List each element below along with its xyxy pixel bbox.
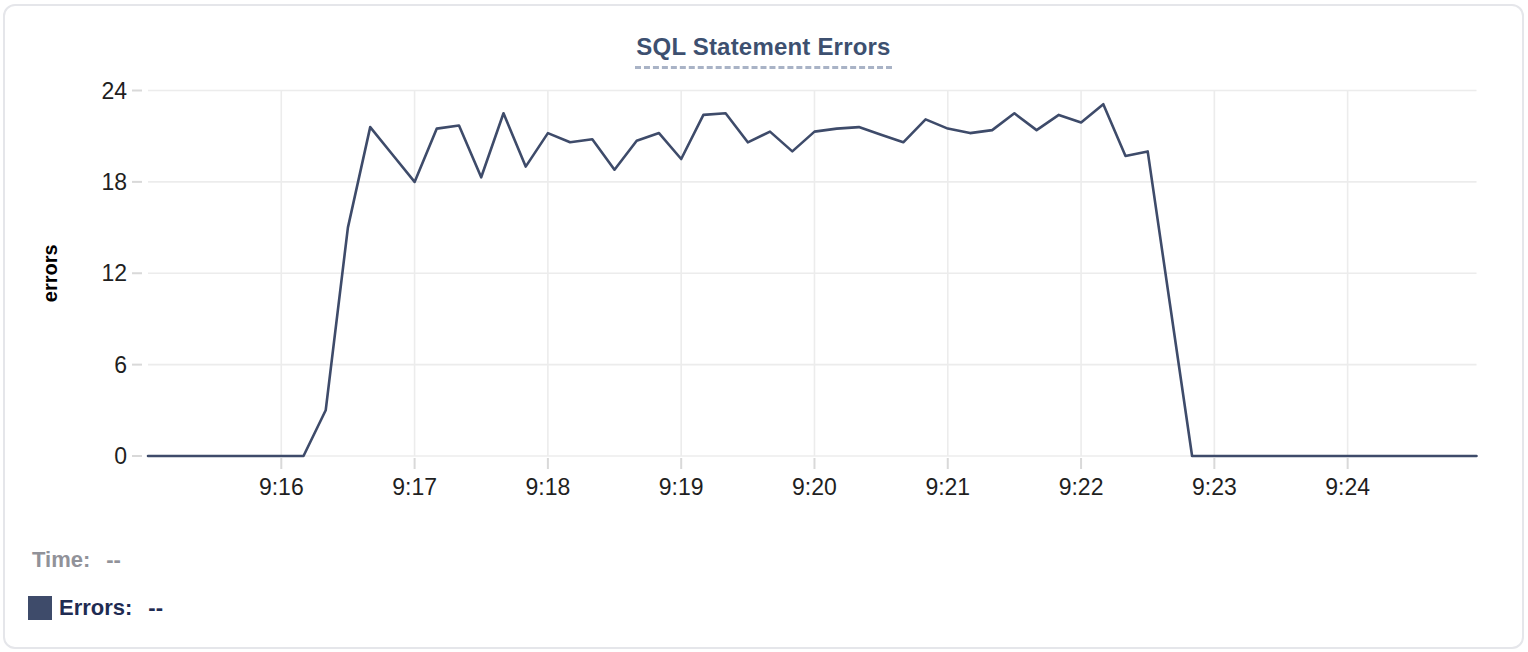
y-tick-label: 6 [114, 352, 127, 378]
x-tick-label: 9:21 [925, 474, 970, 500]
errors-label: Errors: [59, 595, 132, 621]
y-tick-label: 24 [101, 78, 127, 104]
x-tick-label: 9:18 [526, 474, 571, 500]
y-axis-title: errors [39, 244, 61, 302]
errors-readout-row: Errors: -- [28, 594, 605, 622]
hover-readout: Time: -- Errors: -- [5, 542, 605, 622]
errors-series-line[interactable] [148, 104, 1477, 456]
y-tick-label: 12 [101, 260, 127, 286]
x-tick-label: 9:24 [1325, 474, 1370, 500]
errors-series-swatch [28, 596, 52, 620]
chart-card: SQL Statement Errors 061218249:169:179:1… [3, 4, 1524, 649]
y-tick-label: 18 [101, 169, 127, 195]
time-label: Time: [32, 547, 90, 573]
x-tick-label: 9:20 [792, 474, 837, 500]
errors-value: -- [148, 595, 163, 621]
time-readout-row: Time: -- [32, 546, 605, 574]
x-tick-label: 9:16 [259, 474, 304, 500]
x-tick-label: 9:23 [1192, 474, 1237, 500]
y-tick-label: 0 [114, 443, 127, 469]
x-tick-label: 9:22 [1059, 474, 1104, 500]
chart-widget: SQL Statement Errors 061218249:169:179:1… [0, 0, 1528, 652]
x-tick-label: 9:17 [392, 474, 437, 500]
time-value: -- [106, 547, 121, 573]
x-tick-label: 9:19 [659, 474, 704, 500]
